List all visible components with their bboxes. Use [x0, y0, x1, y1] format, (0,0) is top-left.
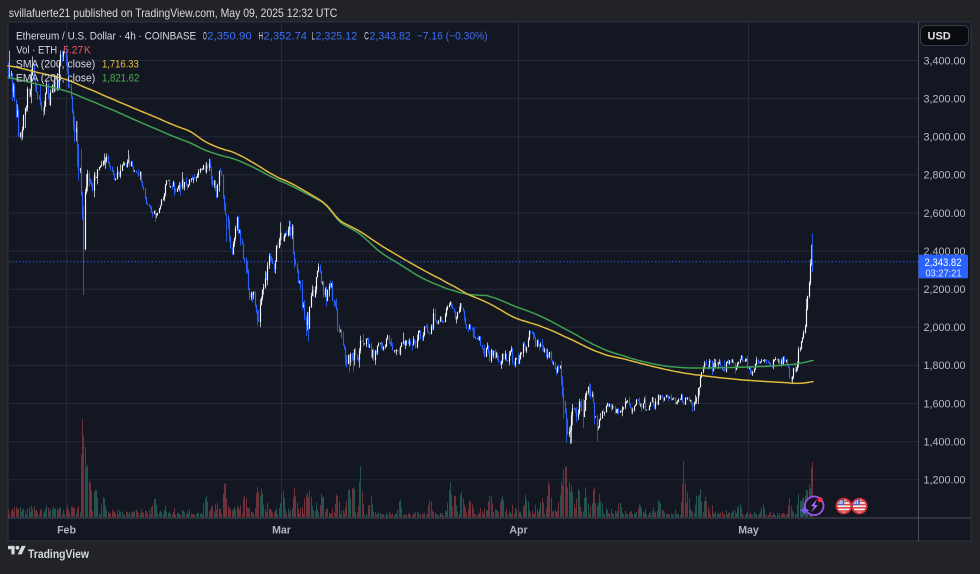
svg-text:2,200.00: 2,200.00: [924, 284, 966, 296]
svg-text:3,400.00: 3,400.00: [924, 55, 966, 67]
svg-text:L: L: [312, 31, 315, 43]
svg-text:1,800.00: 1,800.00: [924, 360, 966, 372]
svg-text:Apr: Apr: [509, 525, 527, 537]
svg-text:2,600.00: 2,600.00: [924, 208, 966, 220]
svg-text:C: C: [364, 31, 369, 43]
svg-text:−7.16 (−0.30%): −7.16 (−0.30%): [417, 31, 488, 43]
svg-text:5.27 K: 5.27 K: [63, 45, 91, 57]
svg-text:1,821.62: 1,821.62: [102, 73, 139, 85]
svg-text:1,200.00: 1,200.00: [924, 475, 966, 487]
svg-text:USD: USD: [928, 31, 951, 43]
svg-text:EMA (200, close): EMA (200, close): [16, 73, 95, 85]
svg-text:2,800.00: 2,800.00: [924, 170, 966, 182]
svg-text:O: O: [203, 31, 207, 43]
svg-text:1,400.00: 1,400.00: [924, 437, 966, 449]
svg-text:Vol · ETH: Vol · ETH: [16, 45, 57, 57]
svg-text:1,716.33: 1,716.33: [102, 59, 139, 71]
svg-text:H: H: [259, 31, 264, 43]
svg-text:SMA (200, close): SMA (200, close): [16, 59, 95, 71]
svg-text:TradingView: TradingView: [28, 547, 90, 561]
svg-text:03:27:21: 03:27:21: [926, 269, 962, 280]
svg-text:2,352.74: 2,352.74: [264, 31, 308, 43]
svg-text:svillafuerte21 published on Tr: svillafuerte21 published on TradingView.…: [9, 6, 338, 20]
svg-text:Feb: Feb: [57, 525, 76, 537]
svg-text:May: May: [738, 525, 759, 537]
svg-text:Mar: Mar: [272, 525, 291, 537]
svg-text:2,343.82: 2,343.82: [370, 31, 411, 43]
svg-text:2,000.00: 2,000.00: [924, 322, 966, 334]
svg-text:3,000.00: 3,000.00: [924, 132, 966, 144]
svg-text:2,343.82: 2,343.82: [925, 257, 962, 269]
svg-text:2,325.12: 2,325.12: [315, 31, 357, 43]
svg-text:1,600.00: 1,600.00: [924, 398, 966, 410]
svg-text:3,200.00: 3,200.00: [924, 93, 966, 105]
svg-text:Ethereum / U.S. Dollar · 4h ·: Ethereum / U.S. Dollar · 4h · COINBASE: [16, 31, 196, 43]
svg-text:2,350.90: 2,350.90: [207, 31, 252, 43]
